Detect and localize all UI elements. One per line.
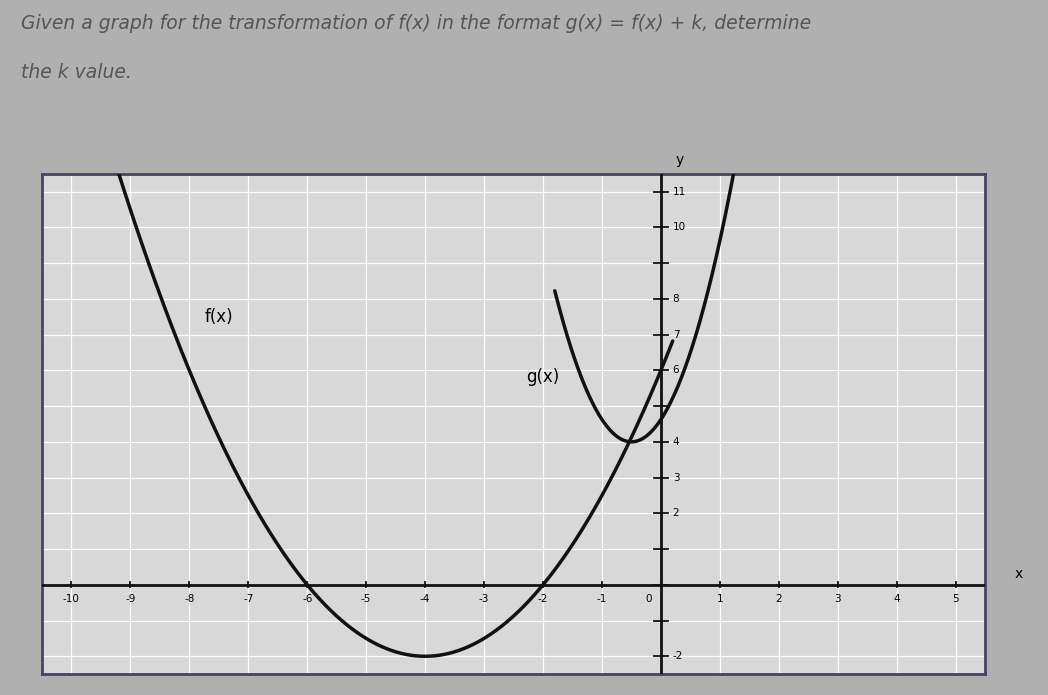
Text: 0: 0 — [646, 594, 652, 604]
Text: -5: -5 — [361, 594, 371, 604]
Text: the k value.: the k value. — [21, 63, 132, 81]
Text: 10: 10 — [673, 222, 685, 232]
Text: 4: 4 — [893, 594, 900, 604]
Text: Given a graph for the transformation of f(x) in the format g(x) = f(x) + k, dete: Given a graph for the transformation of … — [21, 14, 811, 33]
Text: -9: -9 — [125, 594, 135, 604]
Text: 4: 4 — [673, 437, 679, 447]
Text: 7: 7 — [673, 329, 679, 340]
Text: 5: 5 — [953, 594, 959, 604]
Text: -4: -4 — [420, 594, 431, 604]
Text: -7: -7 — [243, 594, 254, 604]
Text: -2: -2 — [538, 594, 548, 604]
Text: 3: 3 — [673, 473, 679, 482]
Text: f(x): f(x) — [204, 308, 233, 326]
Text: 2: 2 — [776, 594, 782, 604]
Text: g(x): g(x) — [526, 368, 560, 386]
Text: 3: 3 — [834, 594, 842, 604]
Text: 1: 1 — [717, 594, 723, 604]
Text: y: y — [676, 153, 684, 167]
Text: -6: -6 — [302, 594, 312, 604]
Text: -8: -8 — [184, 594, 195, 604]
Text: 2: 2 — [673, 508, 679, 518]
Text: -2: -2 — [673, 651, 683, 661]
Text: -1: -1 — [596, 594, 607, 604]
Text: 8: 8 — [673, 294, 679, 304]
Text: -3: -3 — [479, 594, 489, 604]
Text: 11: 11 — [673, 187, 686, 197]
Text: -10: -10 — [63, 594, 80, 604]
Text: 6: 6 — [673, 366, 679, 375]
Text: x: x — [1014, 567, 1023, 581]
